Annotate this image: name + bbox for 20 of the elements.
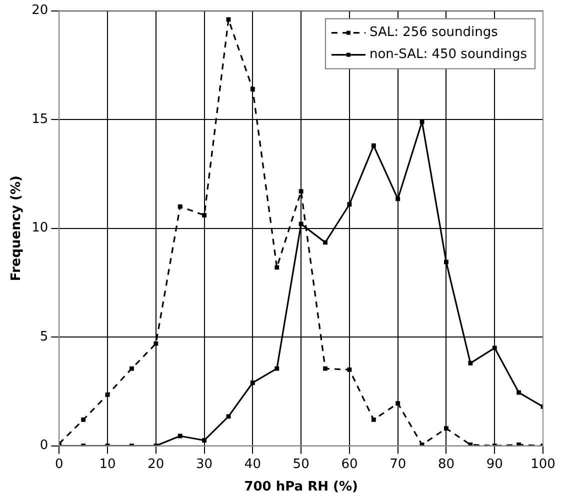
x-tick-label: 80 [438, 456, 454, 472]
x-tick-label: 100 [530, 456, 556, 472]
y-tick-label: 10 [32, 220, 48, 236]
x-tick-label: 40 [244, 456, 261, 472]
x-tick-label: 30 [196, 456, 213, 472]
x-tick-label: 70 [390, 456, 406, 472]
x-tick-label: 50 [292, 456, 310, 472]
legend-label: SAL: 256 soundings [369, 25, 498, 40]
y-axis-title: Frequency (%) [9, 176, 24, 282]
y-tick-label: 15 [32, 112, 48, 127]
x-tick-label: 90 [486, 456, 503, 472]
x-tick-label: 0 [55, 456, 64, 472]
y-tick-label: 5 [40, 329, 48, 344]
x-tick-label: 10 [99, 456, 116, 472]
x-tick-label: 60 [341, 456, 358, 472]
x-axis-title: 700 hPa RH (%) [244, 480, 358, 495]
legend-label: non-SAL: 450 soundings [369, 47, 528, 62]
x-tick-label: 20 [148, 456, 164, 472]
y-tick-label: 20 [32, 3, 48, 18]
y-tick-label: 0 [40, 438, 48, 454]
